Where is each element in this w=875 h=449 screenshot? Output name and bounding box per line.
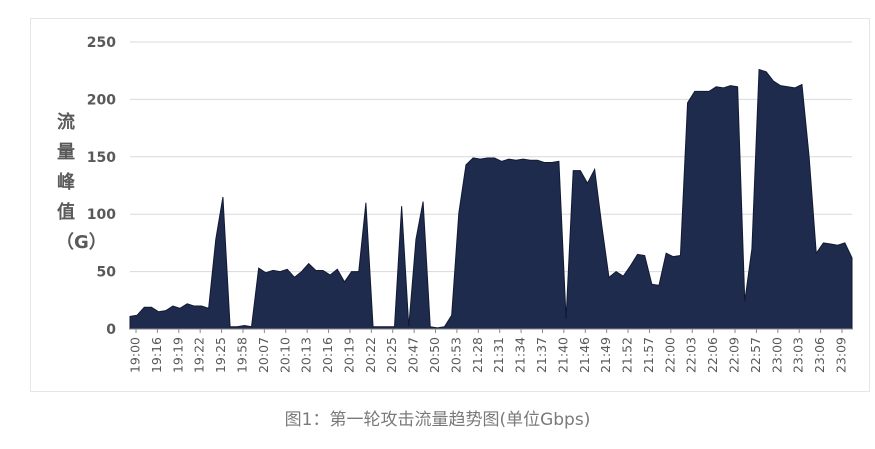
figure-caption: 图1：第一轮攻击流量趋势图(单位Gbps) [284, 410, 591, 430]
x-tick-label: 21:28 [470, 337, 485, 373]
y-tick-label: 150 [87, 150, 116, 166]
x-tick-label: 23:06 [812, 337, 827, 373]
x-tick-label: 19:00 [128, 337, 143, 373]
x-tick-label: 21:46 [577, 337, 592, 373]
x-tick-label: 20:16 [320, 337, 335, 373]
x-tick-label: 21:49 [598, 337, 613, 373]
x-tick-label: 20:19 [341, 337, 356, 373]
y-tick-label: 100 [87, 207, 116, 223]
x-tick-label: 19:16 [149, 337, 164, 373]
x-tick-label: 21:34 [513, 337, 528, 373]
x-tick-label: 22:00 [662, 337, 677, 373]
x-tick-label: 22:06 [705, 337, 720, 373]
y-axis-label: 流量峰值（G） [56, 112, 107, 253]
series-area [129, 68, 853, 330]
y-tick-label: 250 [87, 35, 116, 51]
x-tick-label: 23:03 [791, 337, 806, 373]
x-tick-label: 23:00 [769, 337, 784, 373]
x-tick-label: 19:58 [234, 337, 249, 373]
x-tick-label: 22:57 [748, 337, 763, 373]
x-tick-label: 20:53 [448, 337, 463, 373]
x-tick-label: 20:07 [256, 337, 271, 373]
y-tick-label: 0 [106, 322, 116, 338]
x-tick-label: 23:09 [834, 337, 849, 373]
x-tick-label: 20:25 [384, 337, 399, 373]
area-chart: 0 50 100 150 200 250 19:00 19:16 19:19 19:22 19:25… [87, 35, 853, 373]
x-tick-label: 19:22 [192, 337, 207, 373]
x-tick-label: 19:25 [213, 337, 228, 373]
x-tick-label: 20:10 [277, 337, 292, 373]
x-tick-label: 20:13 [299, 337, 314, 373]
x-tick-label: 21:52 [620, 337, 635, 373]
x-tick-label: 19:19 [170, 337, 185, 373]
x-tick-label: 22:09 [727, 337, 742, 373]
x-tick-label: 20:50 [427, 337, 442, 373]
x-tick-label: 20:22 [363, 337, 378, 373]
x-tick-label: 21:31 [491, 337, 506, 373]
y-tick-label: 200 [87, 92, 116, 108]
x-tick-label: 21:57 [641, 337, 656, 373]
x-tick-label: 22:03 [684, 337, 699, 373]
x-tick-label: 20:47 [406, 337, 421, 373]
x-tick-label: 21:40 [555, 337, 570, 373]
x-tick-label: 21:37 [534, 337, 549, 373]
y-tick-label: 50 [97, 265, 117, 281]
